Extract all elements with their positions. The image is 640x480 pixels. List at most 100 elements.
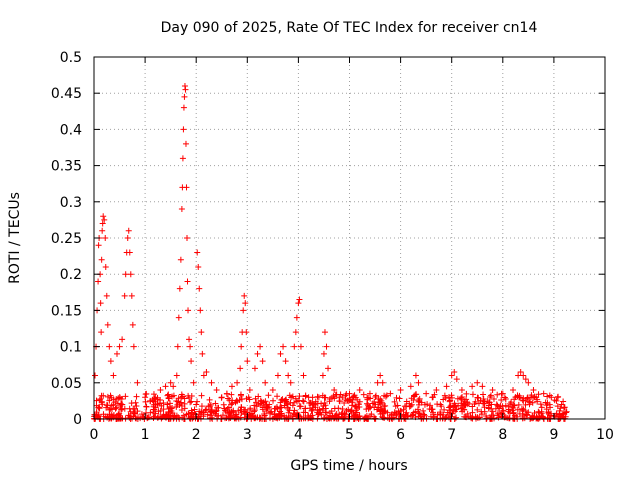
x-tick-label: 10 [596,427,614,443]
noise-marker [480,391,487,398]
noise-marker [170,392,177,399]
data-point [563,408,570,415]
noise-marker [176,402,183,409]
data-point [377,372,384,379]
data-point [423,390,430,397]
noise-marker [415,410,422,417]
noise-marker [295,397,302,404]
data-point [259,358,266,365]
noise-marker [516,410,523,417]
noise-marker [498,396,505,403]
data-point [197,307,204,314]
noise-marker [520,397,527,404]
noise-marker [537,401,544,408]
data-point [287,379,294,386]
data-point [124,235,131,241]
data-point [282,358,289,365]
noise-marker [447,409,454,416]
noise-marker [331,405,338,412]
noise-marker [108,402,115,409]
data-point [184,235,191,241]
noise-marker [349,399,356,406]
data-point [196,285,203,292]
noise-marker [516,394,523,401]
x-tick-label: 8 [498,427,507,443]
noise-marker [404,412,411,419]
noise-marker [232,413,239,420]
data-point [97,300,104,307]
data-point [170,383,177,390]
data-point [228,383,235,390]
noise-marker [480,398,487,405]
noise-marker [360,391,367,398]
data-point [520,372,527,379]
data-point [479,383,486,390]
y-tick-label: 0.3 [60,195,82,211]
noise-marker [160,399,167,406]
y-tick-label: 0.05 [51,376,82,392]
noise-marker [114,400,121,407]
noise-marker [459,393,466,400]
noise-marker [544,393,551,400]
noise-marker [341,410,348,417]
data-point [499,390,506,397]
noise-marker [505,403,512,410]
noise-marker [279,396,286,403]
noise-marker [531,409,538,416]
noise-marker [514,406,521,413]
noise-marker [388,415,395,422]
x-axis-label: GPS time / hours [290,458,407,474]
noise-marker [553,410,560,417]
noise-marker [296,393,303,400]
noise-marker [519,407,526,414]
data-point [127,271,134,278]
data-point [315,394,322,401]
data-point [167,379,174,386]
data-point [208,379,215,386]
data-point [193,401,200,408]
noise-marker [481,404,488,411]
data-point [179,155,186,162]
noise-marker [355,401,362,408]
noise-marker [561,404,568,411]
noise-marker [376,408,383,415]
noise-marker [560,404,567,411]
noise-marker [133,402,140,409]
noise-marker [185,410,192,417]
noise-marker [452,402,459,409]
x-tick-label: 9 [549,427,558,443]
noise-marker [490,412,497,419]
noise-marker [486,414,493,421]
noise-marker [450,407,457,414]
data-point [110,372,117,379]
data-point [106,343,113,350]
noise-marker [488,401,495,408]
data-point [98,256,105,263]
data-point [99,220,106,227]
noise-marker [371,404,378,411]
noise-marker [318,400,325,407]
noise-marker [410,409,417,416]
data-point [195,263,202,270]
noise-marker [237,391,244,398]
noise-marker [314,393,321,400]
data-point [173,372,180,379]
noise-marker [188,398,195,405]
noise-marker [207,401,214,408]
data-point [319,372,326,379]
noise-marker [382,402,389,409]
noise-marker [534,414,541,421]
x-tick-label: 2 [192,427,201,443]
data-point [119,336,126,343]
noise-marker [417,413,424,420]
noise-marker [414,406,421,413]
data-point [121,292,128,299]
noise-marker [490,396,497,403]
noise-marker [421,401,428,408]
data-point [451,368,458,375]
data-point [540,390,547,397]
grid-lines [94,57,605,419]
data-point [102,263,109,270]
noise-marker [342,411,349,418]
